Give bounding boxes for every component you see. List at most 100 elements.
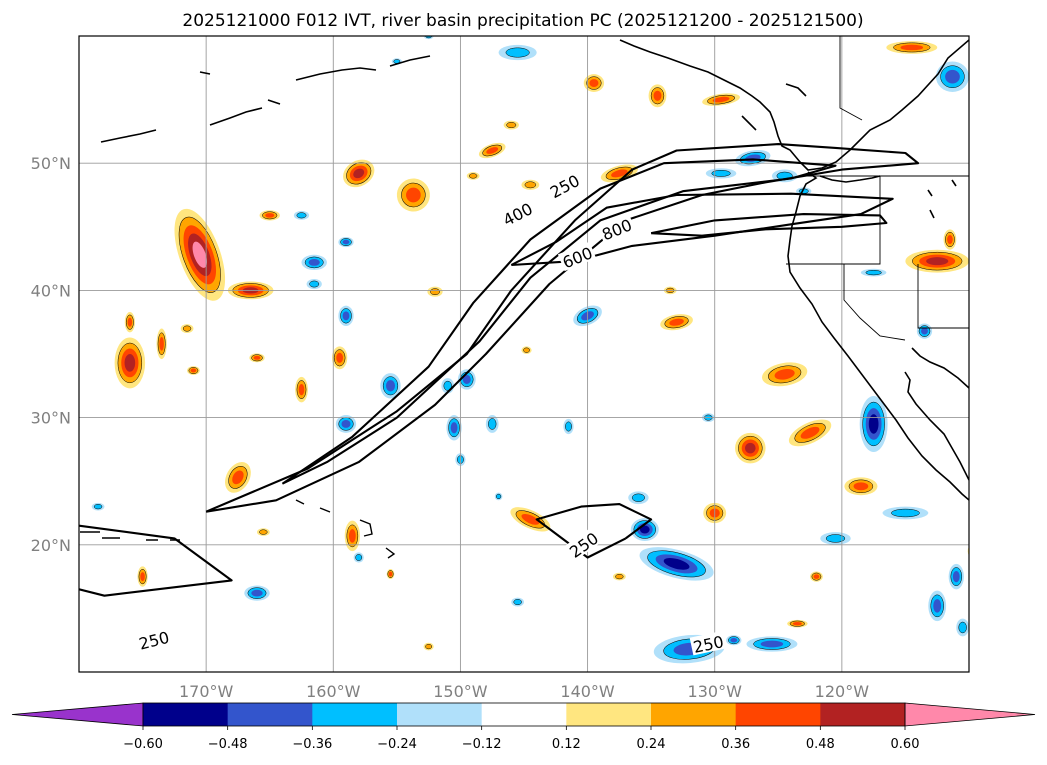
precip-band bbox=[565, 421, 572, 432]
state-borders bbox=[786, 36, 969, 341]
x-tick-label: 130°W bbox=[688, 682, 743, 701]
precip-band bbox=[669, 318, 684, 326]
precip-band bbox=[430, 288, 440, 296]
precip-band bbox=[921, 327, 928, 335]
precip-positive-blob bbox=[343, 159, 375, 188]
precip-positive-blob bbox=[295, 376, 308, 403]
precip-negative-blob bbox=[563, 418, 574, 435]
colorbar-tick-label: −0.24 bbox=[377, 737, 417, 752]
precip-band bbox=[868, 414, 879, 434]
precip-band bbox=[611, 169, 628, 178]
precip-positive-blob bbox=[762, 362, 808, 387]
colorbar-tick-label: −0.48 bbox=[208, 737, 248, 752]
precip-positive-blob bbox=[332, 346, 348, 370]
precip-band bbox=[182, 325, 192, 332]
precip-positive-blob bbox=[967, 546, 969, 556]
precip-band bbox=[385, 380, 396, 392]
precip-negative-blob bbox=[301, 254, 327, 271]
precip-positive-blob bbox=[478, 142, 506, 159]
precip-band bbox=[952, 570, 960, 583]
x-tick-labels: 170°W 160°W 150°W 140°W 130°W 120°W bbox=[179, 682, 869, 701]
precip-positive-blob bbox=[187, 366, 200, 375]
contour-label-bg bbox=[544, 169, 584, 202]
precip-band bbox=[127, 317, 133, 327]
ivt-contour-250 bbox=[205, 143, 920, 513]
precip-band bbox=[388, 571, 393, 577]
precip-negative-blob bbox=[860, 268, 887, 277]
colorbar-tick-label: 0.12 bbox=[552, 737, 581, 752]
colorbar-segment bbox=[397, 703, 483, 726]
precip-band bbox=[900, 44, 924, 51]
colorbar-tick-label: −0.60 bbox=[123, 737, 163, 752]
precip-positive-blob bbox=[386, 568, 395, 580]
north-america-coast bbox=[619, 39, 969, 501]
precip-band bbox=[308, 259, 320, 266]
precip-band bbox=[945, 69, 960, 84]
precip-band bbox=[93, 504, 103, 510]
y-tick-labels: 20°N 30°N 40°N 50°N bbox=[31, 154, 71, 555]
precip-band bbox=[712, 96, 730, 103]
precip-positive-blob bbox=[648, 84, 667, 108]
colorbar-tick-label: 0.60 bbox=[891, 737, 920, 752]
precip-negative-blob bbox=[244, 585, 270, 601]
precip-positive-blob bbox=[521, 179, 540, 190]
precip-band bbox=[192, 241, 208, 268]
precip-negative-blob bbox=[859, 395, 888, 452]
precip-positive-blob bbox=[259, 210, 280, 221]
precip-negative-blob bbox=[628, 491, 649, 505]
colorbar-segment bbox=[312, 703, 398, 726]
precip-band bbox=[425, 643, 433, 650]
precip-band bbox=[336, 352, 344, 363]
precip-band bbox=[521, 513, 540, 525]
precip-negative-blob bbox=[746, 636, 798, 652]
ocean-background bbox=[79, 36, 969, 672]
precip-band bbox=[730, 637, 738, 643]
precip-positive-blob bbox=[886, 41, 938, 54]
precip-negative-blob bbox=[630, 518, 659, 541]
chart-title: 2025121000 F012 IVT, river basin precipi… bbox=[182, 11, 863, 31]
precip-positive-blob bbox=[114, 337, 146, 389]
coastlines bbox=[80, 36, 969, 559]
precip-negative-blob bbox=[457, 369, 476, 390]
precip-band bbox=[342, 311, 350, 321]
precip-negative-blob bbox=[705, 168, 737, 179]
precip-positive-blob bbox=[905, 249, 969, 273]
map-frame bbox=[78, 35, 970, 673]
ivt-contour-250 bbox=[535, 503, 653, 559]
precip-band bbox=[309, 280, 320, 288]
colorbar: −0.60 −0.48 −0.36 −0.24 −0.12 0.12 0.24 0.36 0.4… bbox=[11, 702, 1036, 752]
precip-band bbox=[232, 470, 244, 485]
precip-band bbox=[406, 187, 421, 203]
contour-label-bg bbox=[564, 526, 603, 562]
precip-negative-blob bbox=[726, 635, 742, 646]
colorbar-tick-label: −0.12 bbox=[462, 737, 502, 752]
precip-band bbox=[353, 168, 365, 179]
precip-negative-blob bbox=[928, 590, 947, 622]
precip-positive-blob bbox=[735, 432, 766, 464]
precip-band bbox=[865, 269, 882, 276]
precip-positive-blob bbox=[124, 312, 135, 333]
precip-positive-blob bbox=[810, 571, 823, 582]
precip-negative-blob bbox=[511, 597, 524, 607]
x-tick-label: 170°W bbox=[179, 682, 234, 701]
precip-positive-blob bbox=[423, 642, 434, 651]
gridlines bbox=[79, 36, 969, 672]
precip-positive-blob bbox=[521, 346, 532, 354]
precip-negative-blob bbox=[498, 44, 537, 61]
precip-band bbox=[488, 418, 497, 430]
precip-positive-blob bbox=[344, 520, 360, 552]
precip-positive-blob bbox=[660, 314, 693, 331]
precip-band bbox=[443, 380, 452, 391]
islands-coast bbox=[100, 55, 957, 219]
precip-band bbox=[711, 169, 731, 177]
precip-band bbox=[663, 558, 690, 570]
precip-positive-blob bbox=[427, 286, 443, 297]
precip-band bbox=[958, 621, 967, 634]
precip-negative-blob bbox=[820, 532, 851, 545]
colorbar-segment bbox=[651, 703, 737, 726]
colorbar-segment bbox=[735, 703, 821, 726]
precip-band bbox=[124, 354, 136, 372]
precip-band bbox=[653, 90, 662, 101]
